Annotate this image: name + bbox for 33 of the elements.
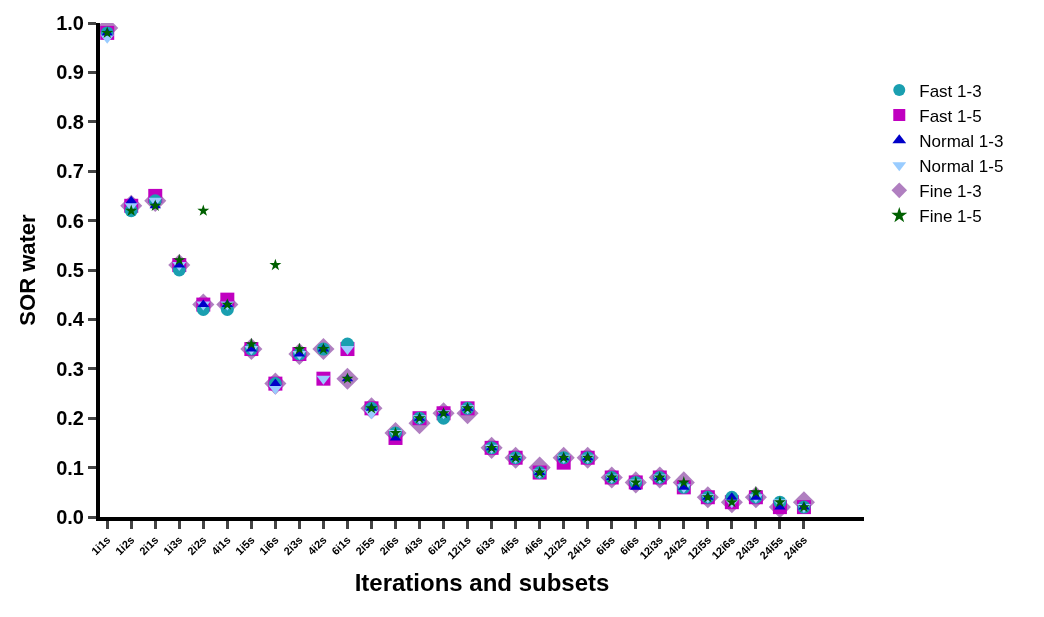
x-tick-label: 1i3s [160,533,185,558]
y-tick-label: 0.7 [56,160,84,183]
legend-label: Normal 1-3 [919,131,1004,151]
legend-label: Fast 1-5 [919,106,982,126]
legend-label: Fast 1-3 [919,81,982,101]
y-tick-label: 1.0 [56,12,84,34]
x-tick-label: 4i5s [497,533,521,558]
legend-label: Normal 1-5 [919,156,1004,176]
x-tick-label: 6i5s [593,533,618,558]
x-tick-label: 6i3s [473,533,497,558]
x-tick-label: 1i1s [88,533,113,558]
y-tick-label: 0.4 [56,308,85,331]
x-tick-label: 1i5s [233,533,257,558]
x-tick-label: 4i3s [401,533,425,558]
x-tick-label: 4i6s [521,533,545,558]
x-axis-title: Iterations and subsets [354,569,610,597]
legend-label: Fine 1-3 [919,181,982,201]
y-tick-label: 0.2 [56,407,84,430]
x-tick-label: 4i2s [305,533,329,558]
y-tick-label: 0.6 [56,209,84,232]
y-axis-title: SOR water [15,213,41,326]
legend-label: Fine 1-5 [919,207,982,227]
y-tick-label: 0.1 [56,456,84,479]
y-tick-label: 0.0 [56,506,84,528]
y-tick-label: 0.9 [56,61,84,84]
x-tick-label: 6i2s [425,533,449,558]
x-tick-label: 1i6s [257,533,281,558]
x-tick-label: 4i1s [209,533,233,558]
x-tick-label: 6i1s [329,533,353,558]
y-tick-label: 0.5 [56,259,84,281]
y-tick-label: 0.3 [56,357,84,380]
y-tick-label: 0.8 [56,110,84,133]
x-tick-label: 1i2s [112,533,137,558]
